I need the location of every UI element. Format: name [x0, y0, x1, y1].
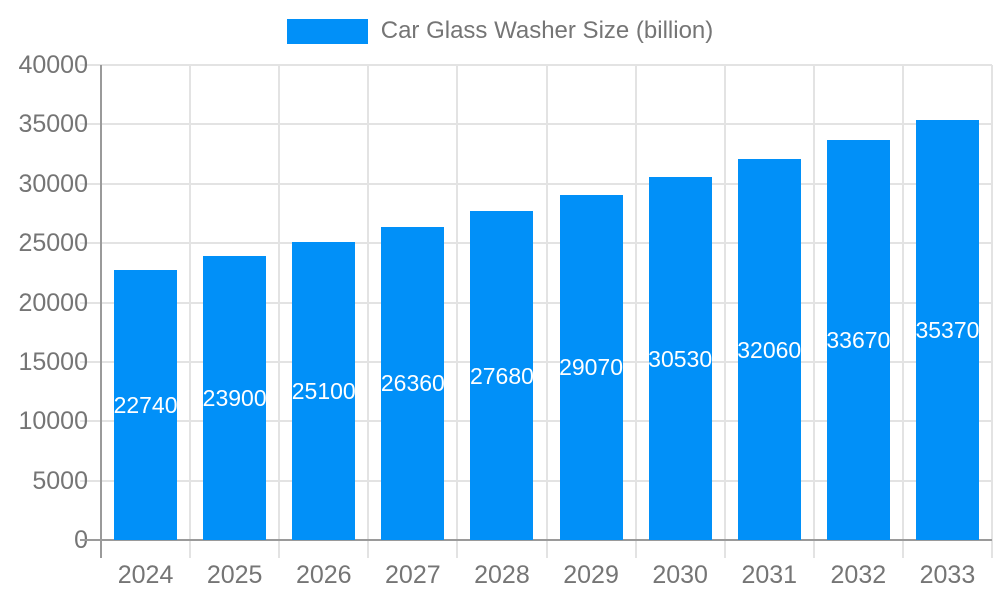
gridline-horizontal [80, 123, 992, 126]
bar[interactable] [737, 159, 801, 540]
y-tick-label: 0 [0, 527, 88, 554]
bar-value-label: 33670 [826, 327, 891, 354]
y-tick-label: 35000 [18, 110, 88, 139]
gridline-horizontal [80, 64, 992, 66]
legend: Car Glass Washer Size (billion) [0, 17, 1000, 45]
gridline-vertical [367, 65, 370, 558]
y-tick-label: 5000 [32, 466, 88, 495]
x-tick-label: 2029 [563, 561, 619, 589]
x-tick-label: 2027 [385, 561, 441, 589]
legend-label: Car Glass Washer Size (billion) [380, 17, 714, 44]
x-axis-line [80, 539, 992, 541]
gridline-horizontal [80, 182, 992, 185]
bar-value-label: 26360 [380, 370, 445, 397]
y-tick-label: 20000 [18, 288, 88, 317]
gridline-vertical [545, 65, 548, 558]
x-tick-label: 2031 [741, 561, 798, 589]
bar[interactable] [203, 256, 267, 540]
bar-value-label: 30530 [648, 345, 713, 372]
gridline-vertical [456, 65, 459, 558]
bar[interactable] [381, 226, 445, 540]
gridline-horizontal [80, 420, 992, 423]
bar[interactable] [292, 241, 356, 540]
y-axis-line [100, 65, 102, 558]
bar[interactable] [648, 177, 712, 540]
x-tick-label: 2030 [652, 561, 708, 589]
bar-value-label: 35370 [915, 316, 980, 343]
bar-value-label: 29070 [559, 354, 624, 381]
x-tick-label: 2024 [117, 561, 174, 589]
bar-value-label: 27680 [469, 362, 534, 389]
gridline-vertical [812, 65, 815, 558]
bar[interactable] [915, 119, 979, 540]
bar-value-label: 22740 [113, 391, 178, 418]
bar-value-label: 23900 [202, 385, 267, 412]
x-tick-label: 2032 [830, 561, 887, 589]
gridline-vertical [991, 65, 993, 558]
x-tick-label: 2026 [295, 561, 352, 589]
gridline-vertical [634, 65, 637, 558]
bar-value-label: 32060 [737, 336, 802, 363]
gridline-horizontal [80, 301, 992, 304]
y-tick-label: 25000 [18, 229, 88, 258]
y-tick-label: 30000 [18, 169, 88, 198]
gridline-horizontal [80, 479, 992, 482]
bar[interactable] [826, 140, 890, 540]
bar[interactable] [470, 211, 534, 540]
bar[interactable] [114, 269, 178, 540]
y-tick-label: 10000 [18, 407, 88, 436]
x-tick-label: 2033 [919, 561, 976, 589]
y-tick-label: 15000 [18, 347, 88, 376]
gridline-vertical [901, 65, 904, 558]
bar[interactable] [559, 194, 623, 540]
y-tick-label: 40000 [18, 51, 88, 79]
gridline-horizontal [80, 360, 992, 363]
bar-value-label: 25100 [291, 377, 356, 404]
gridline-horizontal [80, 242, 992, 245]
legend-swatch [286, 18, 368, 44]
x-tick-label: 2028 [474, 561, 530, 589]
gridline-vertical [278, 65, 281, 558]
x-tick-label: 2025 [206, 561, 263, 589]
gridline-vertical [189, 65, 192, 558]
gridline-vertical [723, 65, 726, 558]
